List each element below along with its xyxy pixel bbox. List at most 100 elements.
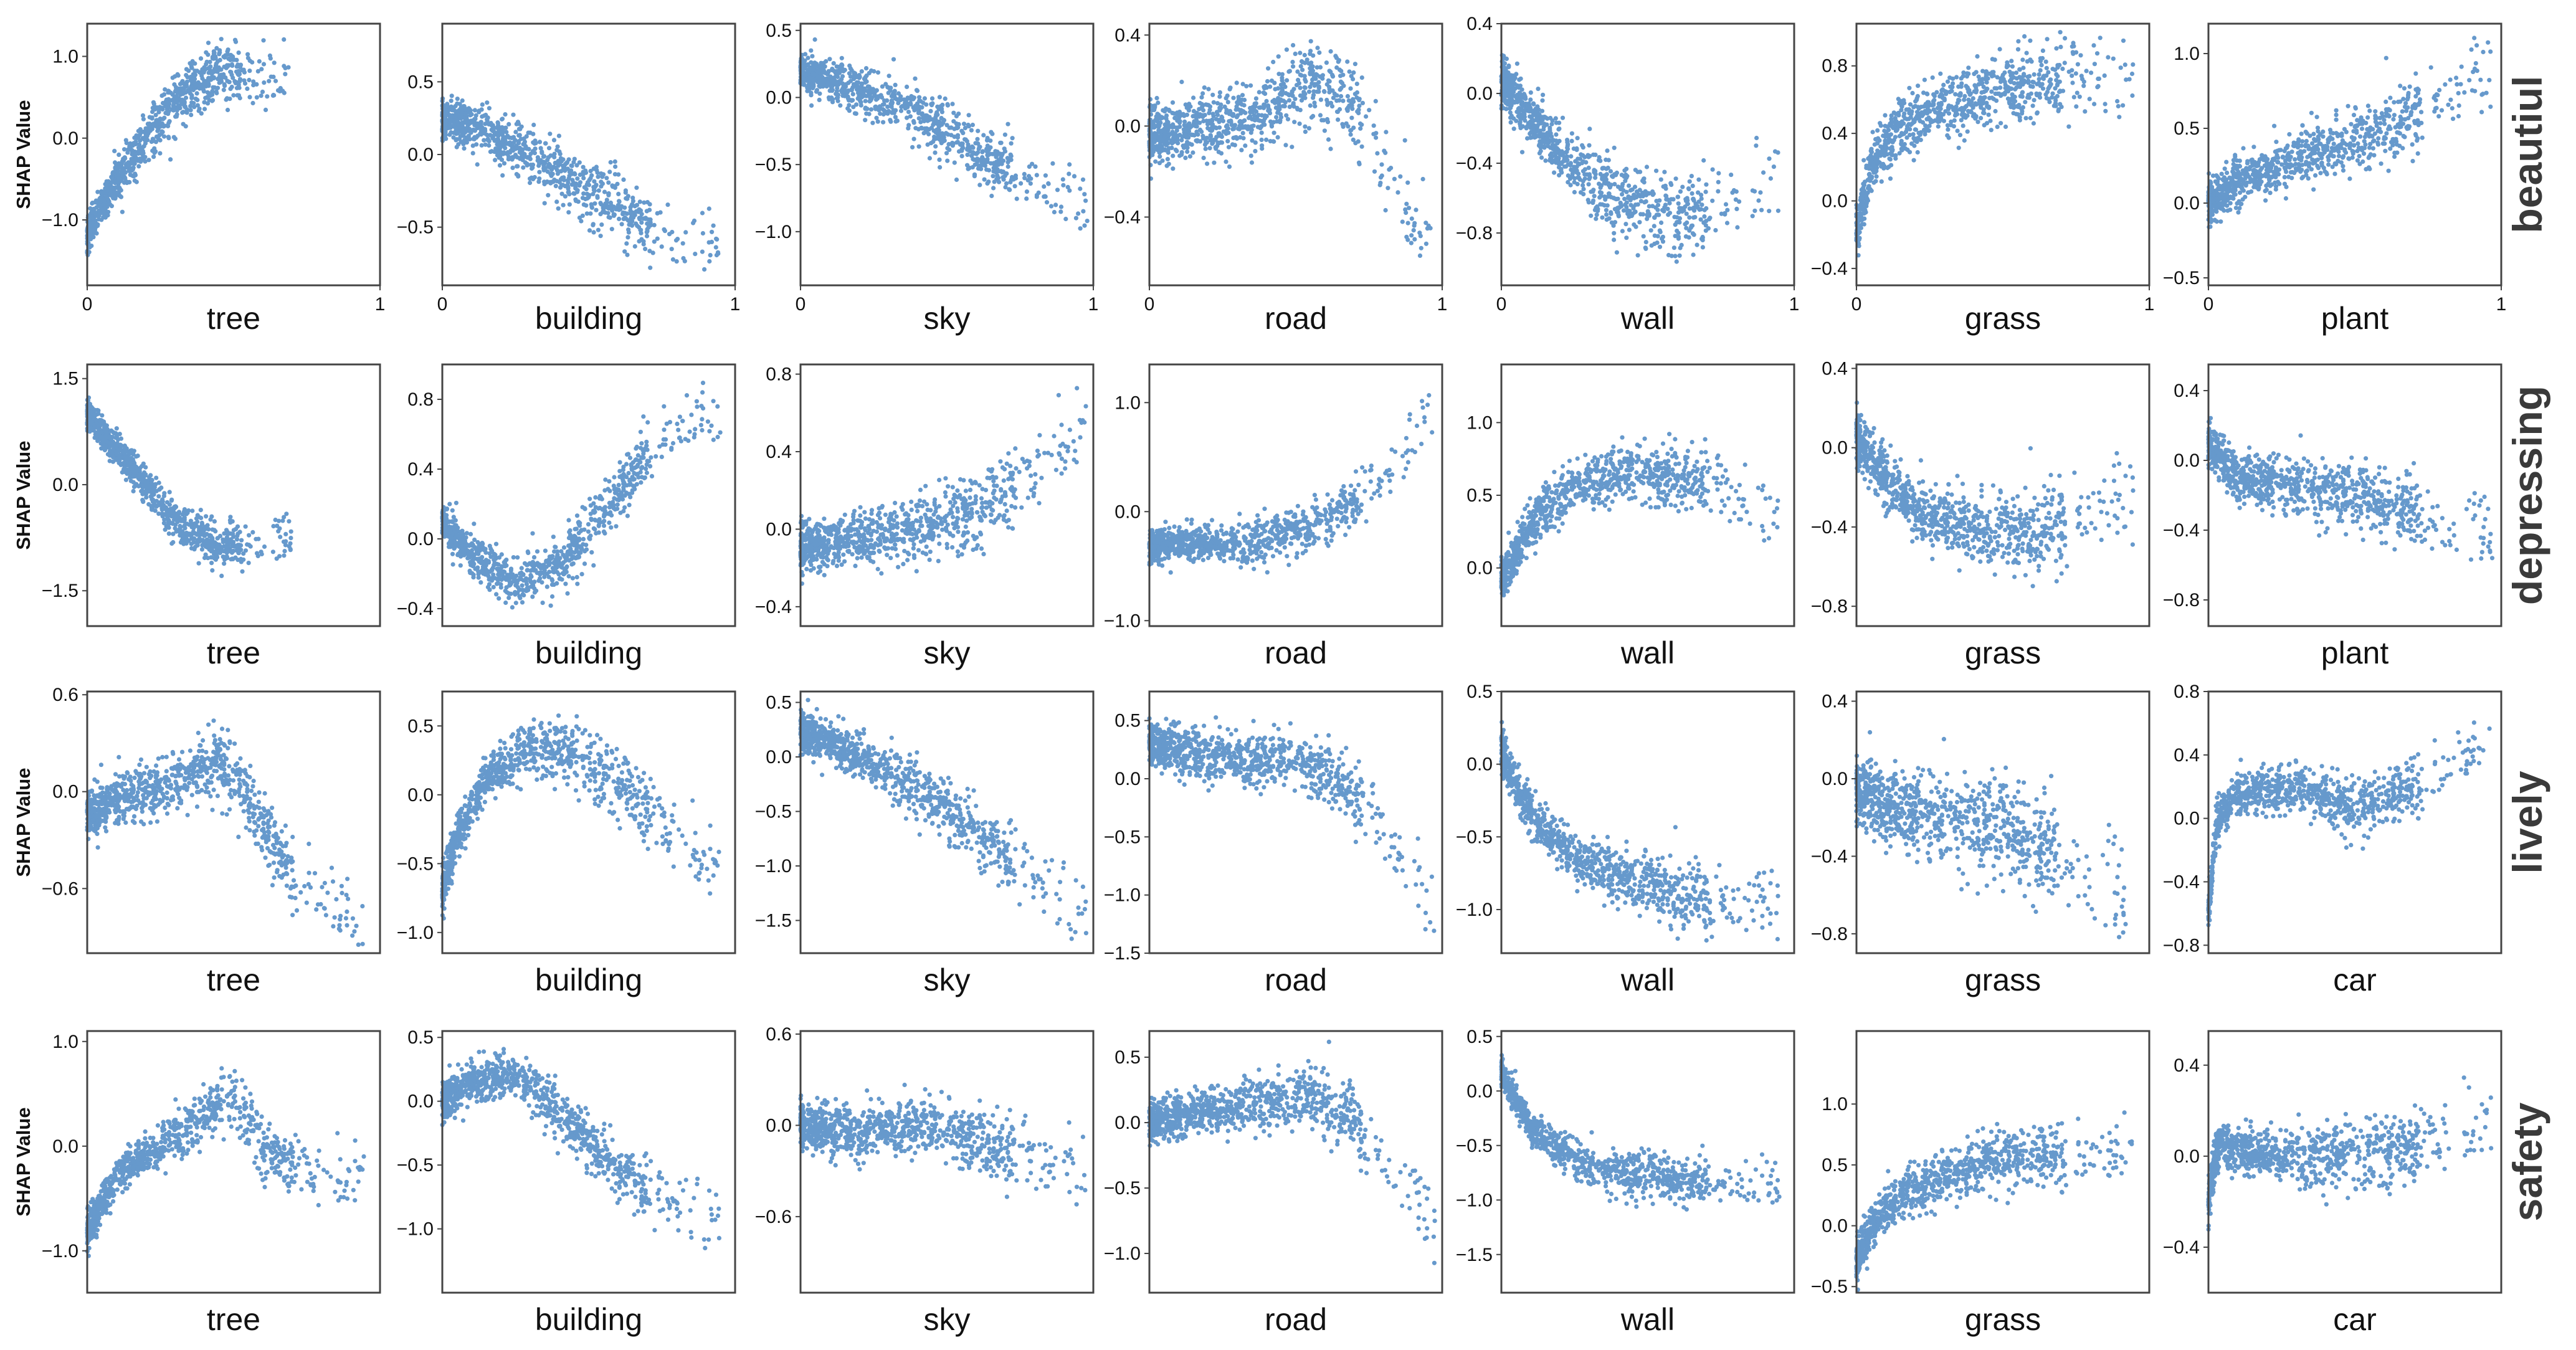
data-point bbox=[1602, 194, 1607, 199]
data-point bbox=[528, 180, 533, 186]
data-point bbox=[872, 69, 877, 74]
data-point bbox=[1552, 170, 1557, 175]
data-point bbox=[2023, 116, 2028, 121]
data-point bbox=[1657, 244, 1663, 249]
data-point bbox=[556, 206, 561, 211]
data-point bbox=[1219, 134, 1224, 140]
data-point bbox=[219, 37, 224, 42]
data-point bbox=[1655, 234, 1660, 239]
data-point bbox=[1420, 176, 1425, 182]
data-point bbox=[851, 82, 857, 87]
data-point bbox=[1151, 121, 1156, 126]
data-point bbox=[843, 83, 848, 88]
data-point bbox=[500, 173, 505, 178]
data-point bbox=[194, 69, 199, 74]
data-point bbox=[1704, 219, 1709, 224]
data-point bbox=[537, 169, 542, 174]
data-point bbox=[543, 141, 548, 146]
data-point bbox=[106, 198, 111, 203]
data-point bbox=[831, 61, 836, 66]
data-point bbox=[700, 211, 705, 216]
data-point bbox=[1643, 199, 1648, 204]
data-point bbox=[551, 138, 557, 143]
data-point bbox=[193, 83, 198, 88]
data-point bbox=[1277, 107, 1282, 112]
data-point bbox=[888, 85, 893, 90]
data-point bbox=[977, 183, 982, 188]
data-point bbox=[669, 247, 674, 252]
data-point bbox=[1624, 235, 1629, 240]
data-point bbox=[466, 133, 472, 138]
data-point bbox=[500, 116, 505, 122]
data-point bbox=[1284, 47, 1289, 52]
data-point bbox=[1170, 123, 1175, 128]
data-point bbox=[1508, 105, 1513, 110]
data-point bbox=[916, 144, 921, 149]
data-point bbox=[542, 154, 547, 159]
data-point bbox=[2009, 59, 2014, 64]
data-point bbox=[937, 124, 942, 129]
data-point bbox=[607, 215, 612, 220]
data-point bbox=[1598, 202, 1603, 207]
data-point bbox=[1081, 209, 1086, 214]
data-point bbox=[1554, 150, 1559, 156]
data-point bbox=[1354, 82, 1359, 87]
data-point bbox=[1547, 128, 1552, 133]
data-point bbox=[1027, 164, 1032, 169]
data-point bbox=[531, 131, 536, 136]
data-point bbox=[630, 196, 635, 201]
data-point bbox=[2103, 102, 2108, 107]
data-point bbox=[184, 79, 189, 84]
data-point bbox=[1371, 123, 1376, 128]
data-point bbox=[706, 206, 711, 211]
data-point bbox=[595, 194, 600, 199]
data-point bbox=[1278, 115, 1284, 120]
data-point bbox=[95, 189, 100, 194]
data-point bbox=[1340, 121, 1345, 126]
scatter-points bbox=[1499, 53, 1780, 264]
data-point bbox=[160, 100, 166, 106]
data-point bbox=[1564, 158, 1569, 163]
data-point bbox=[1186, 135, 1191, 140]
data-point bbox=[1337, 67, 1342, 72]
data-point bbox=[104, 179, 109, 184]
data-point bbox=[1048, 204, 1054, 209]
data-point bbox=[1677, 253, 1682, 258]
data-point bbox=[888, 118, 893, 123]
data-point bbox=[163, 110, 168, 115]
data-point bbox=[2070, 74, 2075, 78]
data-point bbox=[228, 52, 233, 57]
data-point bbox=[1389, 166, 1394, 171]
data-point bbox=[1504, 85, 1509, 90]
data-point bbox=[1322, 89, 1327, 94]
data-point bbox=[1560, 115, 1566, 120]
data-point bbox=[949, 133, 954, 138]
x-axis-label: sky bbox=[924, 301, 971, 336]
data-point bbox=[1224, 159, 1229, 164]
data-point bbox=[261, 62, 267, 67]
data-point bbox=[2055, 93, 2060, 98]
data-point bbox=[120, 209, 125, 214]
data-point bbox=[706, 240, 711, 245]
data-point bbox=[1618, 186, 1623, 192]
data-point bbox=[528, 163, 533, 168]
data-point bbox=[971, 145, 976, 150]
data-point bbox=[1330, 74, 1336, 79]
data-point bbox=[2131, 62, 2136, 67]
data-point bbox=[632, 244, 637, 249]
data-point bbox=[1163, 106, 1169, 111]
data-point bbox=[1886, 128, 1891, 133]
data-point bbox=[1614, 250, 1619, 255]
data-point bbox=[1335, 109, 1340, 114]
data-point bbox=[1700, 235, 1705, 240]
data-point bbox=[490, 123, 495, 128]
data-point bbox=[934, 112, 939, 117]
data-point bbox=[986, 153, 991, 158]
data-point bbox=[245, 86, 250, 91]
data-point bbox=[1620, 229, 1625, 234]
data-point bbox=[617, 207, 622, 212]
data-point bbox=[1587, 143, 1592, 148]
data-point bbox=[516, 139, 521, 144]
data-point bbox=[969, 128, 974, 133]
data-point bbox=[814, 89, 819, 94]
